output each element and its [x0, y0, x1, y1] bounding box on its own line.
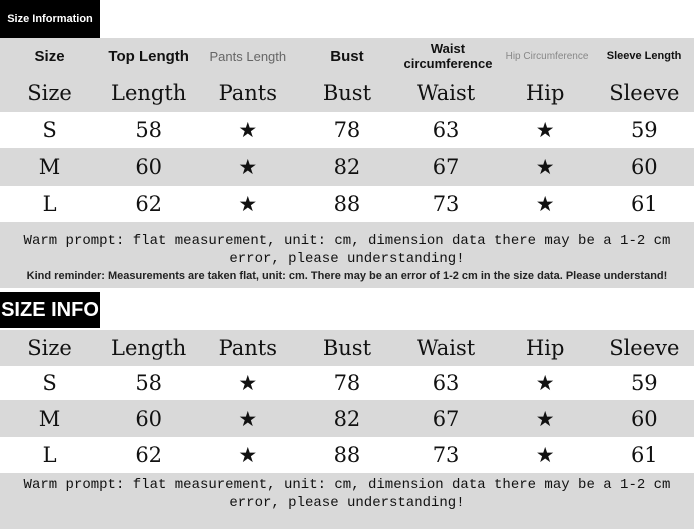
star-icon: ★	[238, 443, 258, 467]
star-icon: ★	[238, 118, 258, 142]
star-icon: ★	[238, 406, 258, 431]
header-row: Size Length Pants Bust Waist Hip Sleeve	[0, 330, 694, 366]
table-cell: 88	[333, 443, 361, 467]
header-pants-length: Pants Length	[209, 48, 287, 64]
table-row: M 60 ★ 82 67 ★ 60	[0, 148, 694, 186]
table-row: S 58 ★ 78 63 ★ 59	[0, 112, 694, 148]
table-cell: 60	[630, 155, 658, 179]
table-cell: 88	[333, 192, 361, 216]
warm-prompt: Warm prompt: flat measurement, unit: cm,…	[23, 233, 671, 267]
table-cell: 73	[432, 192, 460, 216]
table-cell: 58	[135, 118, 163, 142]
table-row: L 62 ★ 88 73 ★ 61	[0, 186, 694, 222]
table-cell: 61	[630, 192, 658, 216]
table-row: S 58 ★ 78 63 ★ 59	[0, 366, 694, 400]
note-box: Warm prompt: flat measurement, unit: cm,…	[0, 473, 694, 529]
star-icon: ★	[238, 371, 258, 395]
table-cell: 60	[630, 406, 658, 431]
table-cell: 60	[135, 155, 163, 179]
header-row: Size Length Pants Bust Waist Hip Sleeve	[0, 74, 694, 112]
star-icon: ★	[238, 192, 258, 216]
table-cell: M	[38, 155, 61, 179]
header-cell: Hip	[525, 336, 565, 360]
size-info-tab: SIZE INFO	[0, 292, 100, 328]
star-icon: ★	[535, 192, 555, 216]
header-size: Size	[34, 47, 65, 65]
table-cell: S	[42, 118, 57, 142]
header-cell: Waist	[416, 336, 476, 360]
header-top-length: Top Length	[108, 47, 189, 65]
header-cell: Length	[111, 81, 187, 105]
kind-reminder: Kind reminder: Measurements are taken fl…	[26, 270, 668, 282]
table-cell: 67	[432, 406, 460, 431]
header-sleeve: Sleeve Length	[606, 49, 682, 62]
table-cell: 60	[135, 406, 163, 431]
table-cell: 59	[630, 118, 658, 142]
header-cell: Hip	[525, 81, 565, 105]
table-cell: 78	[333, 371, 361, 395]
header-cell: Length	[111, 336, 187, 360]
table-cell: 78	[333, 118, 361, 142]
header-cell: Size	[27, 81, 72, 105]
star-icon: ★	[238, 155, 258, 179]
header-cell: Bust	[322, 81, 372, 105]
header-waist: Waist circumference	[403, 41, 493, 71]
header-cell: Waist	[416, 81, 476, 105]
table-cell: L	[42, 192, 57, 216]
table-cell: S	[42, 371, 57, 395]
table-cell: 63	[432, 371, 460, 395]
header-cell: Sleeve	[609, 336, 680, 360]
table-cell: 61	[630, 443, 658, 467]
table-cell: 82	[333, 155, 361, 179]
header-bust: Bust	[330, 47, 364, 65]
table-cell: 62	[135, 443, 163, 467]
table-cell: 67	[432, 155, 460, 179]
table-row: M 60 ★ 82 67 ★ 60	[0, 400, 694, 437]
table-cell: 59	[630, 371, 658, 395]
table-cell: 82	[333, 406, 361, 431]
table-cell: M	[38, 406, 61, 431]
table-cell: 73	[432, 443, 460, 467]
size-information-tab: Size Information	[0, 0, 100, 38]
star-icon: ★	[535, 155, 555, 179]
table-cell: 63	[432, 118, 460, 142]
table-row: L 62 ★ 88 73 ★ 61	[0, 437, 694, 473]
header-cell: Pants	[218, 81, 278, 105]
english-header-row: Size Top Length Pants Length Bust Waist …	[0, 38, 694, 74]
header-cell: Sleeve	[609, 81, 680, 105]
table-cell: 58	[135, 371, 163, 395]
star-icon: ★	[535, 118, 555, 142]
warm-prompt: Warm prompt: flat measurement, unit: cm,…	[23, 477, 671, 511]
star-icon: ★	[535, 406, 555, 431]
header-cell: Pants	[218, 336, 278, 360]
note-box: Warm prompt: flat measurement, unit: cm,…	[0, 222, 694, 288]
table-cell: L	[42, 443, 57, 467]
header-hip: Hip Circumference	[505, 50, 589, 62]
header-cell: Size	[27, 336, 72, 360]
table-cell: 62	[135, 192, 163, 216]
star-icon: ★	[535, 443, 555, 467]
header-cell: Bust	[322, 336, 372, 360]
star-icon: ★	[535, 371, 555, 395]
